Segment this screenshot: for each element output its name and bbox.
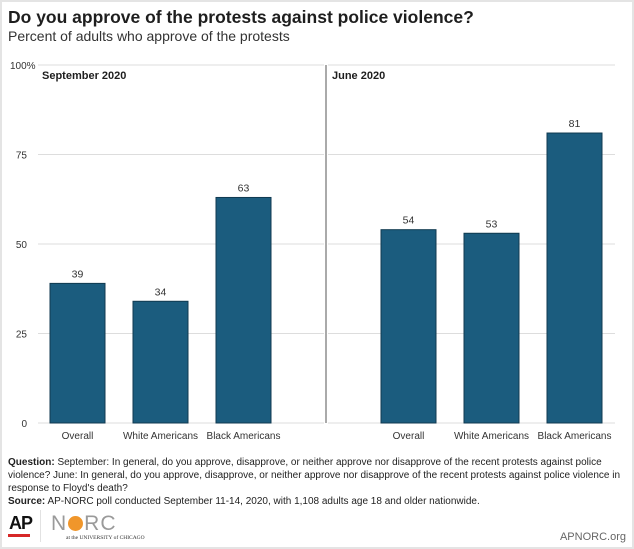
source-text: AP-NORC poll conducted September 11-14, … bbox=[45, 496, 480, 507]
norc-logo-n: N bbox=[51, 512, 68, 535]
data-label: 34 bbox=[155, 286, 167, 298]
bar bbox=[463, 232, 520, 424]
panel-title: September 2020 bbox=[42, 70, 126, 82]
ap-logo: AP bbox=[9, 513, 33, 533]
bar bbox=[49, 282, 106, 424]
data-label: 39 bbox=[72, 268, 84, 280]
bar bbox=[132, 300, 189, 424]
ap-logo-underline bbox=[8, 534, 30, 537]
y-tick-label: 25 bbox=[16, 330, 28, 341]
norc-logo-rc: RC bbox=[84, 512, 117, 535]
chart-subtitle: Percent of adults who approve of the pro… bbox=[8, 28, 290, 44]
chart-title: Do you approve of the protests against p… bbox=[8, 7, 474, 27]
question-text: September: In general, do you approve, d… bbox=[8, 457, 621, 494]
x-tick-label: White Americans bbox=[123, 431, 198, 442]
bar bbox=[215, 196, 272, 424]
x-tick-label: Overall bbox=[393, 431, 425, 442]
bar bbox=[546, 132, 603, 424]
x-tick-label: Black Americans bbox=[207, 431, 281, 442]
bar bbox=[380, 229, 437, 424]
logo-separator bbox=[40, 510, 41, 542]
norc-logo-o-icon bbox=[68, 516, 84, 531]
panel-title: June 2020 bbox=[332, 70, 385, 82]
y-tick-label: 100% bbox=[10, 61, 36, 72]
site-link[interactable]: APNORC.org bbox=[559, 531, 626, 543]
uchicago-logo-text: at the UNIVERSITY of CHICAGO bbox=[66, 535, 145, 541]
chart-notes: Question: September: In general, do you … bbox=[8, 456, 623, 508]
data-label: 63 bbox=[238, 182, 250, 194]
y-tick-label: 0 bbox=[21, 419, 27, 430]
x-tick-label: Black Americans bbox=[538, 431, 612, 442]
norc-logo: N RC bbox=[51, 512, 117, 536]
x-tick-label: Overall bbox=[62, 431, 94, 442]
question-label: Question: bbox=[8, 457, 55, 468]
data-label: 54 bbox=[403, 215, 415, 227]
data-label: 53 bbox=[486, 218, 498, 230]
source-label: Source: bbox=[8, 496, 46, 507]
y-tick-label: 75 bbox=[16, 151, 28, 162]
y-tick-label: 50 bbox=[16, 240, 28, 251]
data-label: 81 bbox=[569, 118, 581, 130]
x-tick-label: White Americans bbox=[454, 431, 529, 442]
bar-chart: 0 25 50 75 100% September 2020 39 Overall 34 Whit… bbox=[10, 61, 615, 442]
